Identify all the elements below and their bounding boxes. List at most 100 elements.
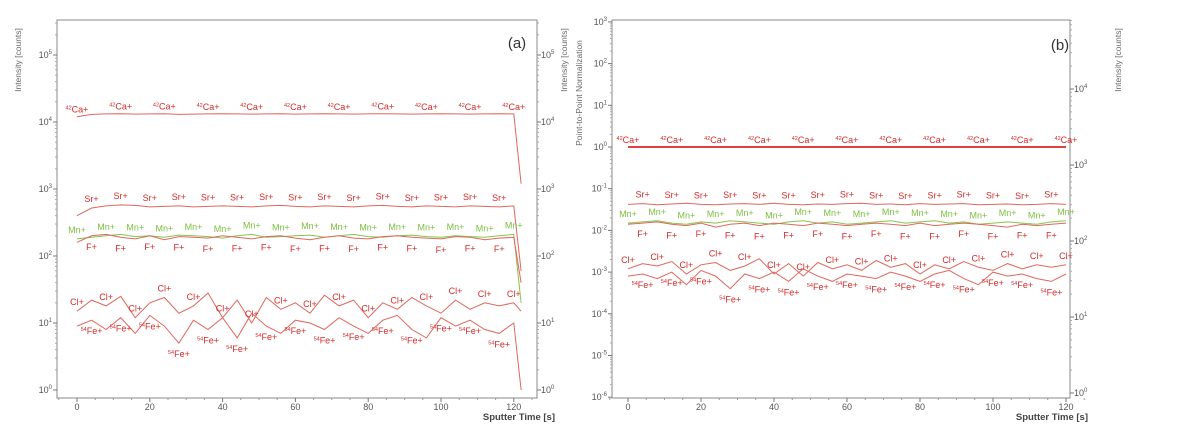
y-right-axis-label: Intensity [counts] — [1113, 28, 1123, 92]
x-tick-label: 40 — [218, 402, 228, 412]
y-tick-label: 103 — [39, 184, 53, 194]
series-label: 42Ca+ — [1055, 135, 1078, 145]
series-label: Mn+ — [794, 207, 812, 217]
series-label: Mn+ — [824, 208, 842, 218]
y-right-tick-label: 101 — [1074, 312, 1088, 322]
series-label: 54Fe+ — [197, 335, 219, 345]
series-label: 54Fe+ — [255, 332, 277, 342]
y-right-tick-label: 105 — [541, 50, 555, 60]
series-label: Sr+ — [230, 192, 244, 202]
series-label: 54Fe+ — [401, 335, 423, 345]
series-label: 42Ca+ — [415, 102, 438, 112]
series-label: Sr+ — [347, 193, 361, 203]
series-label: 42Ca+ — [240, 102, 263, 112]
y-tick-label: 10-2 — [592, 225, 608, 235]
y-tick-label: 101 — [594, 100, 608, 110]
series-label: 54Fe+ — [982, 278, 1004, 288]
series-label: Cl+ — [332, 292, 346, 302]
y-tick-label: 103 — [594, 17, 608, 27]
series-label: 42Ca+ — [371, 102, 394, 112]
series-label: F+ — [174, 243, 185, 253]
series-label: 54Fe+ — [226, 344, 248, 354]
series-label: 54Fe+ — [372, 326, 394, 336]
series-label: Cl+ — [972, 253, 986, 263]
plot-frame — [611, 19, 1071, 399]
series-label: Cl+ — [621, 255, 635, 265]
series-label: 42Ca+ — [704, 135, 727, 145]
panel-label: (a) — [508, 35, 526, 52]
x-tick-label: 80 — [363, 402, 373, 412]
series-label: 42Ca+ — [284, 102, 307, 112]
y-tick-label: 100 — [594, 142, 608, 152]
series-label: 42Ca+ — [617, 135, 640, 145]
series-label: F+ — [929, 232, 940, 242]
y-tick-label: 104 — [39, 117, 53, 127]
series-label: Cl+ — [709, 248, 723, 258]
series-label: F+ — [725, 230, 736, 240]
series-label: 42Ca+ — [836, 135, 859, 145]
series-label: 54Fe+ — [894, 282, 916, 292]
series-label: Mn+ — [418, 223, 436, 233]
y-right-axis-label: Intensity [counts] — [559, 28, 569, 92]
series-label: Sr+ — [986, 190, 1000, 200]
y-tick-label: 100 — [39, 385, 53, 395]
y-right-tick-label: 100 — [541, 385, 555, 395]
y-tick-label: 10-4 — [592, 309, 608, 319]
series-label: 54Fe+ — [1011, 280, 1033, 290]
series-label: Cl+ — [478, 289, 492, 299]
x-axis-label: Sputter Time [s] — [483, 412, 555, 423]
series-label: Sr+ — [811, 190, 825, 200]
series-label: Sr+ — [259, 192, 273, 202]
series-label: Sr+ — [492, 193, 506, 203]
series-label: Mn+ — [999, 208, 1017, 218]
series-label: Cl+ — [303, 299, 317, 309]
series-label: F+ — [958, 229, 969, 239]
series-label: 42Ca+ — [153, 102, 176, 112]
series-label: F+ — [812, 229, 823, 239]
series-label: Mn+ — [330, 222, 348, 232]
series-label: 42Ca+ — [660, 135, 683, 145]
series-label: 42Ca+ — [923, 135, 946, 145]
series-label: Mn+ — [97, 222, 115, 232]
series-label: 54Fe+ — [719, 295, 741, 305]
series-label: Sr+ — [288, 192, 302, 202]
series-label: Cl+ — [128, 304, 142, 314]
series-label: 54Fe+ — [690, 276, 712, 286]
series-label: 54Fe+ — [953, 285, 975, 295]
series-label: Mn+ — [940, 209, 958, 219]
series-label: 42Ca+ — [109, 102, 132, 112]
series-label: Sr+ — [376, 191, 390, 201]
series-label: Sr+ — [143, 193, 157, 203]
series-label: F+ — [842, 232, 853, 242]
y-right-tick-label: 103 — [1074, 160, 1088, 170]
series-label: Sr+ — [694, 190, 708, 200]
series-label: F+ — [348, 244, 359, 254]
series-label: 42Ca+ — [197, 102, 220, 112]
series-label: Mn+ — [155, 223, 173, 233]
series-label: Mn+ — [447, 222, 465, 232]
y-right-tick-label: 101 — [541, 318, 555, 328]
series-label: F+ — [465, 243, 476, 253]
series-label: F+ — [1017, 230, 1028, 240]
series-label: Mn+ — [1028, 210, 1046, 220]
x-tick-label: 120 — [506, 402, 521, 412]
series-label: Mn+ — [765, 210, 783, 220]
series-label: F+ — [900, 232, 911, 242]
series-label: Sr+ — [869, 190, 883, 200]
series-label: F+ — [203, 244, 214, 254]
series-label: F+ — [1046, 230, 1057, 240]
series-label: Mn+ — [911, 208, 929, 218]
series-label: 54Fe+ — [168, 349, 190, 359]
series-label: 54Fe+ — [632, 280, 654, 290]
series-label: Cl+ — [942, 255, 956, 265]
series-label: Sr+ — [1044, 190, 1058, 200]
series-label: 54Fe+ — [110, 324, 132, 334]
series-label: Cl+ — [361, 304, 375, 314]
series-label: Mn+ — [619, 209, 637, 219]
x-tick-label: 20 — [145, 402, 155, 412]
series-label: 54Fe+ — [343, 332, 365, 342]
series-label: F+ — [406, 243, 417, 253]
series-label: Sr+ — [405, 193, 419, 203]
series-label: Sr+ — [463, 192, 477, 202]
